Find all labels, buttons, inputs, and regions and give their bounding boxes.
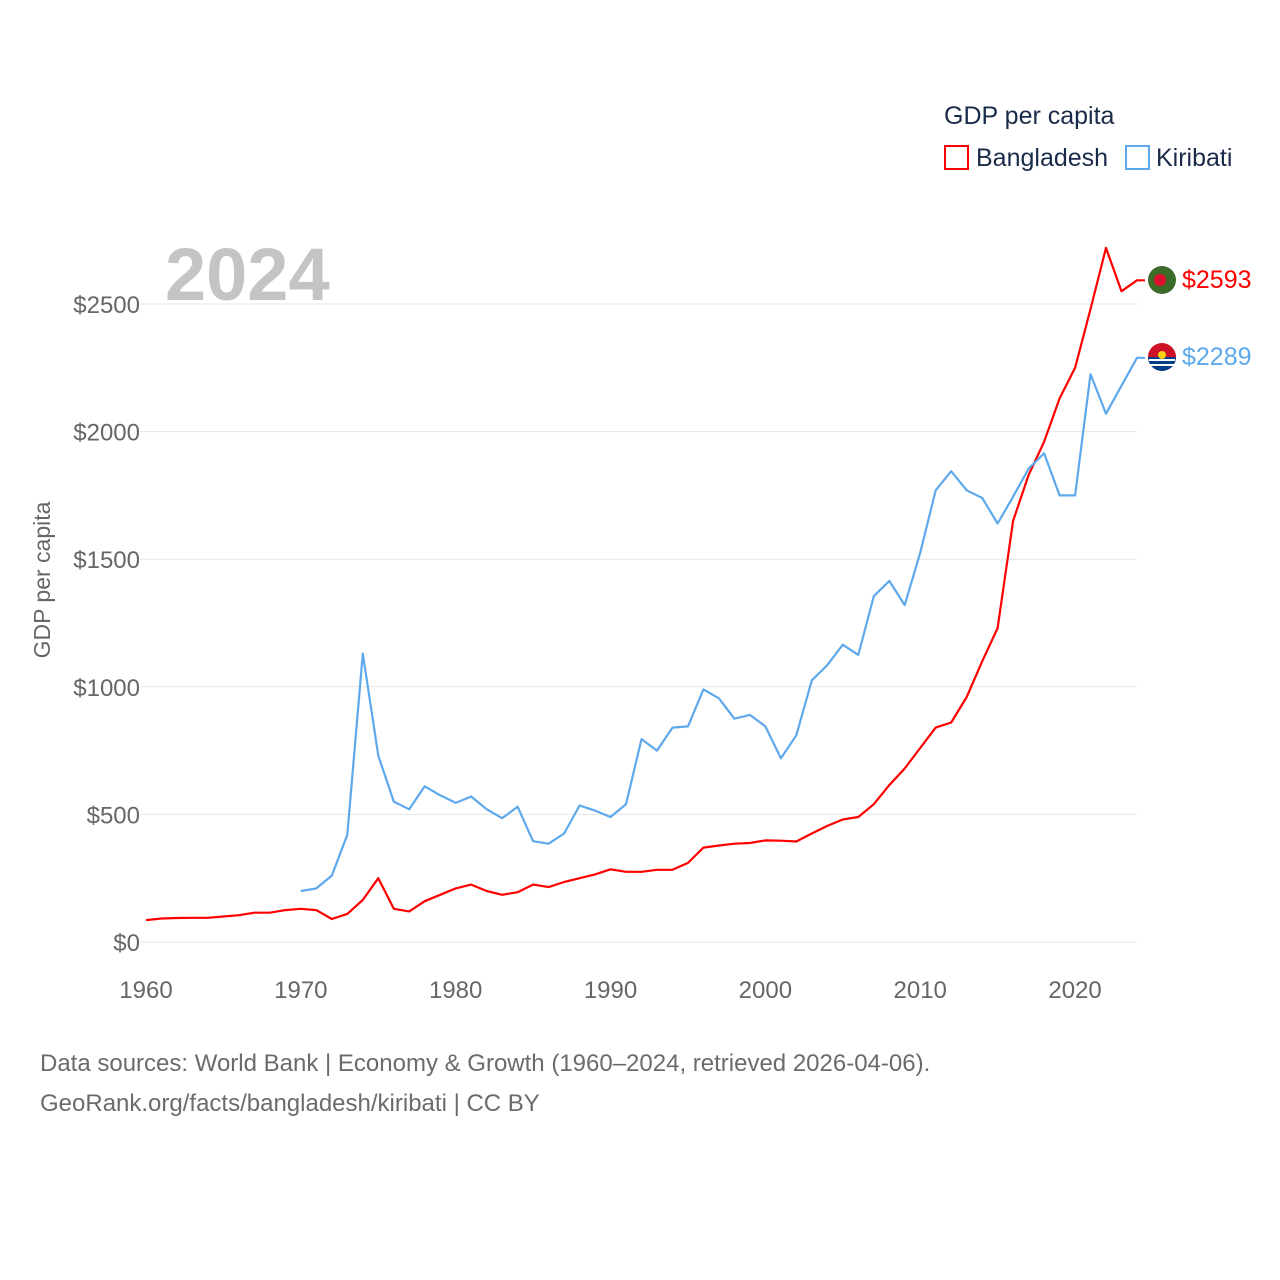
y-tick-label: $0: [113, 930, 140, 957]
legend-swatch-kiribati: [1125, 145, 1150, 170]
year-watermark: 2024: [165, 233, 330, 316]
x-tick-label: 2000: [739, 977, 792, 1004]
x-tick-label: 1990: [584, 977, 637, 1004]
bangladesh-flag-disc-icon: [1154, 274, 1166, 286]
series-line-bangladesh: [145, 246, 1145, 922]
x-tick-label: 1960: [119, 977, 172, 1004]
x-tick-label: 2010: [894, 977, 947, 1004]
series-line-kiribati: [300, 356, 1145, 893]
legend-title: GDP per capita: [944, 102, 1115, 130]
source-link[interactable]: GeoRank.org/facts/bangladesh/kiribati | …: [40, 1090, 540, 1117]
legend-swatch-bangladesh: [944, 145, 969, 170]
y-tick-label: $2000: [73, 420, 140, 447]
kiribati-flag-icon: [1148, 343, 1176, 371]
y-tick-label: $2500: [73, 292, 140, 319]
x-tick-label: 1970: [274, 977, 327, 1004]
footer: Data sources: World Bank | Economy & Gro…: [40, 1044, 930, 1124]
y-axis-label: GDP per capita: [29, 501, 55, 658]
x-tick-label: 2020: [1048, 977, 1101, 1004]
x-tick-label: 1980: [429, 977, 482, 1004]
end-value-label: $2593: [1182, 266, 1252, 294]
kiribati-flag-sun-icon: [1158, 351, 1166, 359]
legend-label-kiribati[interactable]: Kiribati: [1156, 144, 1232, 172]
y-tick-label: $500: [87, 802, 140, 829]
y-tick-label: $1000: [73, 675, 140, 702]
legend: GDP per capita Bangladesh Kiribati: [944, 102, 1232, 172]
y-tick-label: $1500: [73, 547, 140, 574]
legend-label-bangladesh[interactable]: Bangladesh: [976, 144, 1108, 172]
data-source-text: Data sources: World Bank | Economy & Gro…: [40, 1050, 931, 1077]
end-value-label: $2289: [1182, 343, 1252, 371]
